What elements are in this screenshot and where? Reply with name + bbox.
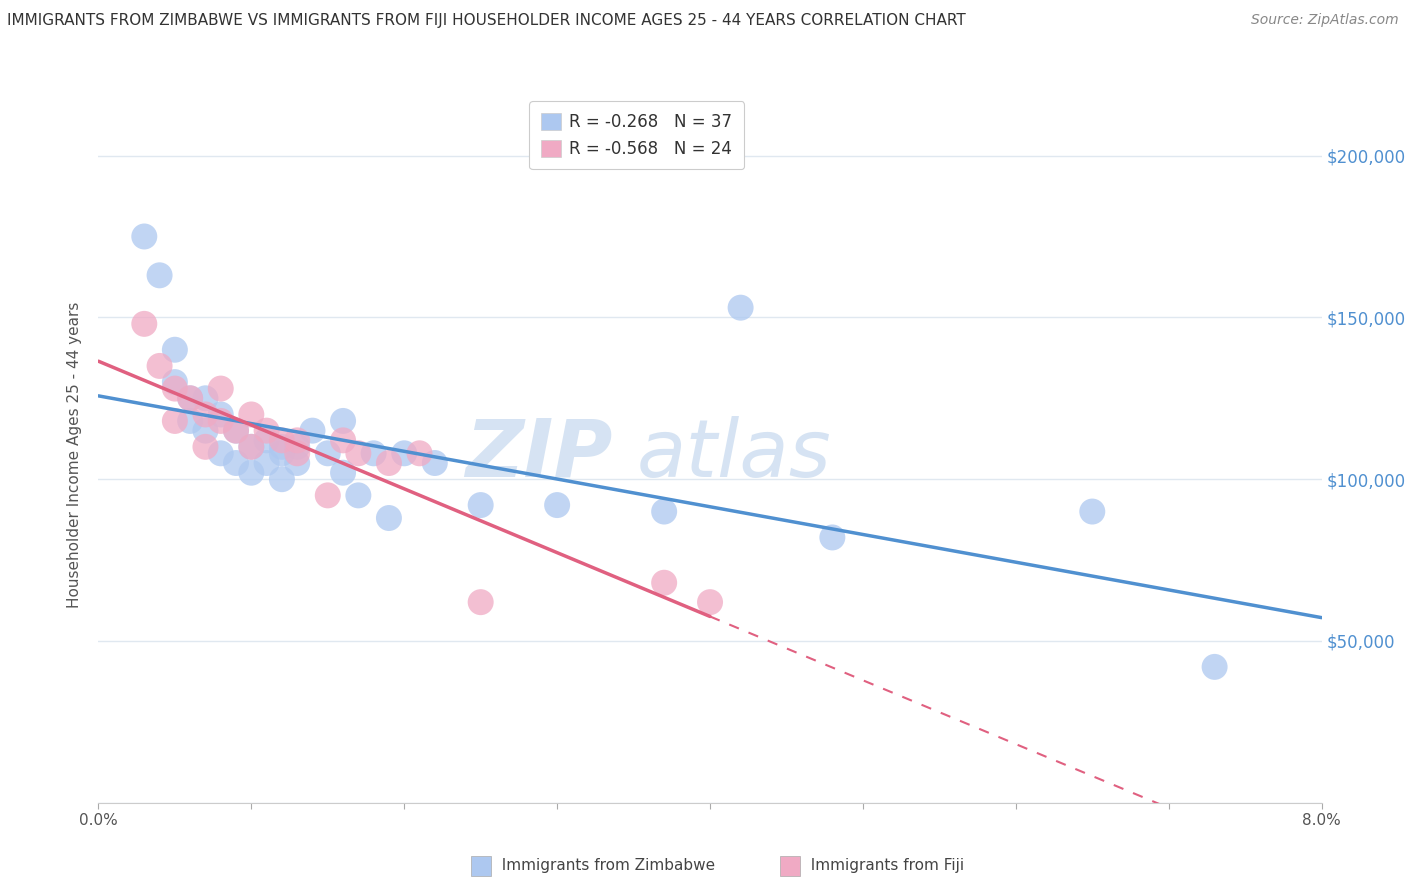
Point xyxy=(240,440,263,454)
Point xyxy=(470,595,492,609)
Point xyxy=(134,317,156,331)
Point xyxy=(316,488,339,502)
Point xyxy=(285,446,308,460)
Text: Immigrants from Fiji: Immigrants from Fiji xyxy=(801,858,965,872)
Point xyxy=(301,424,323,438)
Point xyxy=(699,595,721,609)
Point xyxy=(332,434,354,448)
Point xyxy=(209,408,232,422)
Point xyxy=(149,268,172,283)
Point xyxy=(256,424,278,438)
Point xyxy=(332,466,354,480)
Text: atlas: atlas xyxy=(637,416,831,494)
Point xyxy=(256,434,278,448)
Point xyxy=(316,446,339,460)
Point xyxy=(179,392,201,406)
Point xyxy=(270,446,294,460)
Legend: R = -0.268   N = 37, R = -0.568   N = 24: R = -0.268 N = 37, R = -0.568 N = 24 xyxy=(529,102,744,169)
Point xyxy=(1204,660,1226,674)
Point xyxy=(270,472,294,486)
Point xyxy=(240,408,263,422)
Point xyxy=(149,359,172,373)
Point xyxy=(240,440,263,454)
Point xyxy=(163,343,186,357)
Point xyxy=(270,440,294,454)
Point xyxy=(225,424,247,438)
Point xyxy=(209,382,232,396)
Point xyxy=(363,446,385,460)
Point xyxy=(194,424,217,438)
Point xyxy=(256,456,278,470)
Point xyxy=(285,456,308,470)
Point xyxy=(1081,504,1104,518)
Point xyxy=(209,446,232,460)
Point xyxy=(652,504,675,518)
Point xyxy=(194,392,217,406)
Point xyxy=(470,498,492,512)
Point xyxy=(652,575,675,590)
Text: Source: ZipAtlas.com: Source: ZipAtlas.com xyxy=(1251,13,1399,28)
Point xyxy=(225,424,247,438)
Point xyxy=(408,446,430,460)
Point xyxy=(821,531,844,545)
Point xyxy=(392,446,416,460)
Point xyxy=(163,414,186,428)
Point xyxy=(423,456,446,470)
Point xyxy=(347,446,370,460)
Point xyxy=(332,414,354,428)
Point xyxy=(163,382,186,396)
Point xyxy=(730,301,752,315)
Text: IMMIGRANTS FROM ZIMBABWE VS IMMIGRANTS FROM FIJI HOUSEHOLDER INCOME AGES 25 - 44: IMMIGRANTS FROM ZIMBABWE VS IMMIGRANTS F… xyxy=(7,13,966,29)
Point xyxy=(378,511,401,525)
Point xyxy=(194,440,217,454)
Point xyxy=(194,408,217,422)
Point xyxy=(546,498,568,512)
Point xyxy=(209,414,232,428)
Point xyxy=(285,434,308,448)
Point xyxy=(347,488,370,502)
Point xyxy=(270,434,294,448)
Point xyxy=(179,392,201,406)
Point xyxy=(378,456,401,470)
Point xyxy=(240,466,263,480)
Text: Immigrants from Zimbabwe: Immigrants from Zimbabwe xyxy=(492,858,716,872)
Point xyxy=(285,440,308,454)
Y-axis label: Householder Income Ages 25 - 44 years: Householder Income Ages 25 - 44 years xyxy=(67,301,83,608)
Point xyxy=(179,414,201,428)
Point xyxy=(134,229,156,244)
Point xyxy=(225,456,247,470)
Point xyxy=(163,375,186,389)
Text: ZIP: ZIP xyxy=(465,416,612,494)
